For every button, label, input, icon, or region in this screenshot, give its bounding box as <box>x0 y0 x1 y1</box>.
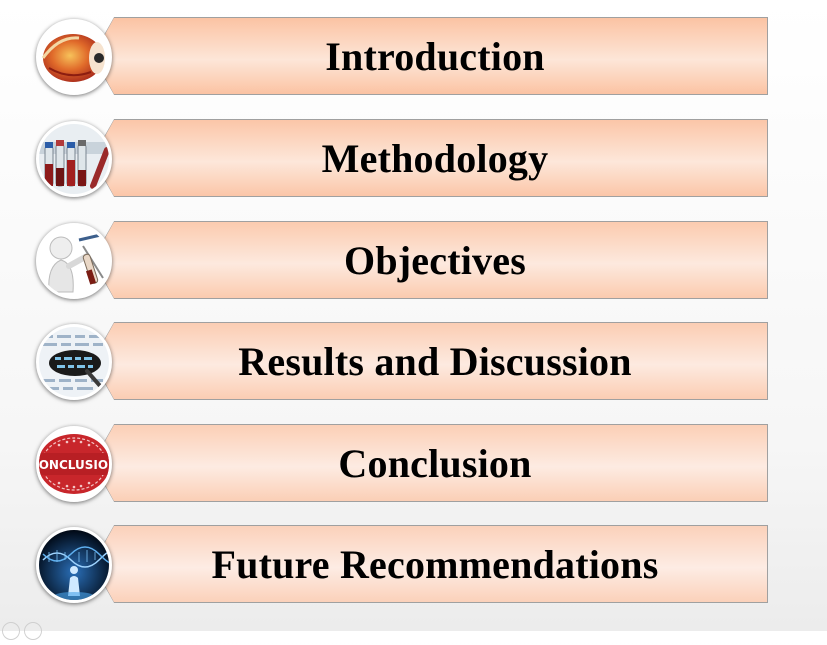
agenda-label: Results and Discussion <box>238 338 632 384</box>
agenda-banner: Introduction <box>92 17 768 95</box>
agenda-item-objectives[interactable]: Objectives <box>0 221 827 303</box>
agenda-label: Methodology <box>321 135 549 181</box>
agenda-banner: Conclusion <box>92 424 768 502</box>
agenda-banner: Methodology <box>92 119 768 197</box>
agenda-banner: Results and Discussion <box>92 322 768 400</box>
agenda-label: Objectives <box>344 237 526 283</box>
agenda-label: Introduction <box>325 33 545 79</box>
agenda-list: Introduction <box>0 17 827 607</box>
agenda-item-results-and-discussion[interactable]: Results and Discussion <box>0 322 827 404</box>
data-sheet-icon <box>36 324 112 400</box>
agenda-item-future-recommendations[interactable]: Future Recommendations <box>0 525 827 607</box>
agenda-banner: Objectives <box>92 221 768 299</box>
stamp-text: CONCLUSION <box>39 458 109 472</box>
agenda-label: Conclusion <box>338 440 532 486</box>
figure-holding-tube-icon <box>36 223 112 299</box>
agenda-item-methodology[interactable]: Methodology <box>0 119 827 201</box>
agenda-label: Future Recommendations <box>211 541 659 587</box>
dna-figure-icon <box>36 527 112 603</box>
eye-icon <box>36 19 112 95</box>
test-tubes-icon <box>36 121 112 197</box>
agenda-item-conclusion[interactable]: Conclusion CONCLUSION <box>0 424 827 506</box>
agenda-item-introduction[interactable]: Introduction <box>0 17 827 99</box>
agenda-banner: Future Recommendations <box>92 525 768 603</box>
conclusion-stamp-icon: CONCLUSION <box>36 426 112 502</box>
